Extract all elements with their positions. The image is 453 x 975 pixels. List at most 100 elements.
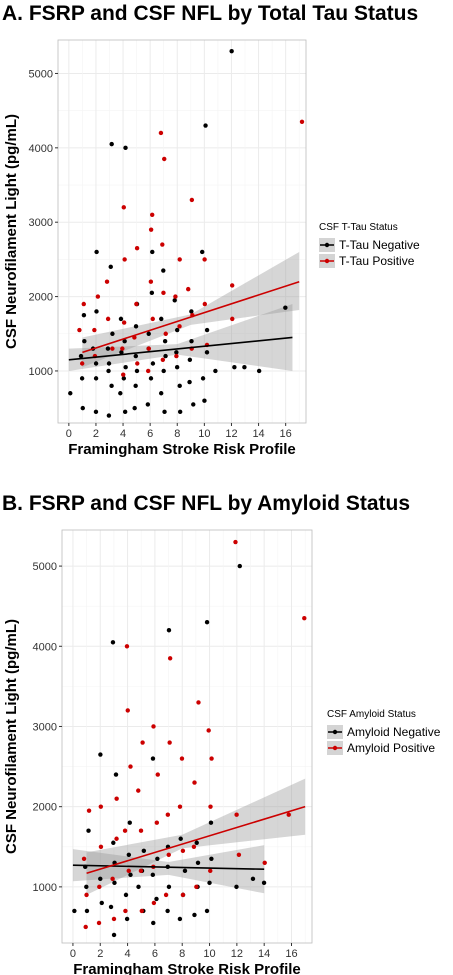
data-point [180,848,186,853]
data-point [83,924,88,930]
data-point [172,298,177,303]
confidence-band [86,778,306,895]
tick-label-x: 2 [93,428,99,440]
data-point [192,912,197,918]
tick-label-y: 5000 [29,68,53,80]
data-point [189,338,194,344]
series-points [81,539,307,930]
data-point [110,346,115,351]
data-point [163,353,168,359]
data-point [177,257,182,262]
data-point [82,338,87,344]
data-point [121,376,127,381]
panel-title: A. FSRP and CSF NFL by Total Tau Status [2,2,419,25]
data-point [124,916,130,922]
data-point [97,884,102,890]
data-point [166,884,172,890]
data-point [200,376,206,381]
data-point [133,324,139,329]
tick-label-x: 2 [97,948,103,960]
data-point [72,908,77,914]
data-point [122,338,127,344]
data-point [77,327,82,333]
data-point [151,920,156,926]
data-point [179,756,185,761]
data-point [109,141,114,147]
data-point [98,804,104,809]
data-point [114,796,119,801]
data-point [110,640,116,645]
data-point [177,409,183,415]
data-point [162,338,168,344]
data-point [106,413,112,418]
data-point [166,852,171,857]
data-point [124,644,130,649]
data-point [230,316,235,322]
data-point [110,876,115,882]
data-point [86,808,92,813]
data-point [208,868,213,874]
legend-label: Amyloid Negative [347,725,441,739]
data-point [136,884,141,890]
data-point [133,353,139,359]
data-point [154,820,160,825]
y-axis-title: CSF Neurofilament Light (pg/mL) [3,619,20,854]
data-point [173,294,178,299]
data-point [174,365,180,370]
data-point [132,405,137,411]
data-point [191,844,197,849]
fit-line [86,805,306,874]
data-point [234,884,239,890]
data-point [81,301,86,307]
tick-label-y: 2000 [29,292,53,304]
data-point [121,205,126,210]
data-point [236,852,242,857]
data-point [196,700,201,705]
data-point [121,320,127,325]
fit-line [82,280,300,354]
plot-border [61,529,313,944]
data-point [114,836,119,841]
data-point [121,372,126,377]
legend: CSF Amyloid Status Amyloid Negative Amyloi… [327,709,441,755]
tick-label-x: 16 [285,948,297,960]
data-point [174,350,179,355]
data-point [194,884,199,890]
data-point [136,788,141,793]
data-point [134,246,140,251]
data-point [141,848,147,853]
data-point [187,357,193,362]
panel-a: A. FSRP and CSF NFL by Total Tau Status … [2,2,420,458]
tick-label-x: 14 [258,948,270,960]
data-point [237,563,242,569]
tick-label-x: 6 [152,948,158,960]
data-point [232,365,237,370]
data-point [160,357,166,362]
data-point [162,409,167,415]
x-axis-title: Framingham Stroke Risk Profile [68,441,296,458]
data-point [139,908,145,914]
data-point [150,756,156,761]
data-point [108,264,113,270]
data-point [155,772,160,777]
data-point [105,346,111,351]
tick-label-y: 5000 [33,561,57,573]
tick-label-x: 4 [125,948,131,960]
data-point [158,130,164,136]
data-point [167,656,173,661]
data-point [233,539,238,545]
data-point [150,212,155,217]
data-point [125,708,130,713]
tick-label-x: 6 [147,428,153,440]
legend-title: CSF Amyloid Status [327,709,416,720]
data-point [135,361,140,366]
data-point [138,868,144,874]
data-point [194,840,199,845]
data-point [106,361,112,366]
legend-key-point [332,745,338,751]
data-point [81,312,87,318]
data-point [148,227,154,232]
data-point [79,376,85,381]
data-point [204,620,210,625]
data-point [145,368,151,374]
